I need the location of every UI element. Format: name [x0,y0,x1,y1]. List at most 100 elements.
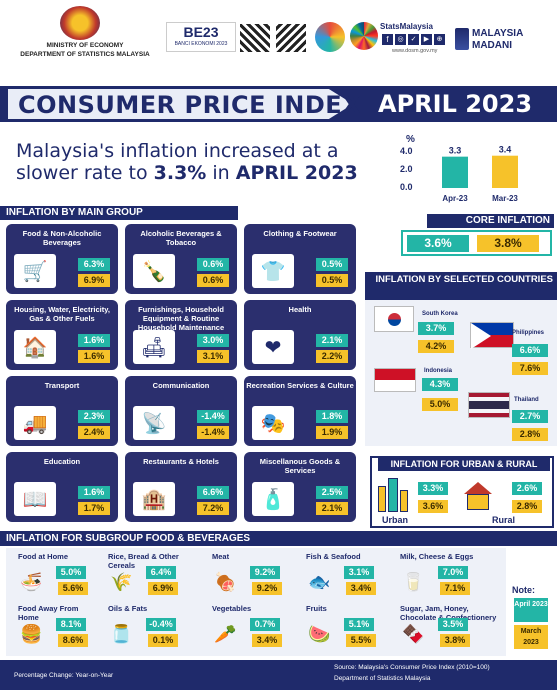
subgroup-icon: 🫙 [110,624,133,644]
banci-logo: BE23 BANCI EKONOMI 2023 [166,22,236,52]
country-name-south-korea: South Korea [422,311,458,317]
group-card-apr: 0.6% [197,258,229,271]
headline-bar-label-0: Apr-23 [442,194,468,203]
subgroup-icon: 🍖 [214,572,237,592]
group-card-apr: 2.5% [316,486,348,499]
subgroup-icon: 🍉 [308,624,331,644]
group-card-icon: ❤ [252,330,294,364]
urban-mar: 3.6% [418,500,448,513]
subgroup-name: Oils & Fats [108,604,148,613]
subgroup-apr: 3.1% [344,566,374,579]
core-mar: 3.8% [477,235,539,252]
headline: Malaysia's inflation increased at a slow… [16,140,386,184]
country-mar-south-korea: 4.2% [418,340,454,353]
social-icons: f ◎ ✓ ▶ ⊕ [382,34,445,45]
urban-rural-heading: INFLATION FOR URBAN & RURAL [378,458,550,471]
countries-heading-text: INFLATION BY SELECTED COUNTRIES [375,274,553,285]
group-card: Restaurants & Hotels 🏨 6.6% 7.2% [125,452,237,522]
country-apr-south-korea: 3.7% [418,322,454,335]
group-card-mar: 7.2% [197,502,229,515]
subgroup-mar: 6.9% [148,582,178,595]
group-card-title: Clothing & Footwear [263,229,337,238]
headline-part2: slower rate to [16,162,154,184]
facebook-icon[interactable]: f [382,34,393,45]
headline-chart: % 4.0 2.0 0.0 3.3 Apr-23 3.4 Mar-23 [392,132,547,204]
group-card-title: Recreation Services & Culture [246,381,354,390]
subgroup-apr: 5.0% [56,566,86,579]
group-card-apr: 1.6% [78,486,110,499]
group-card-title: Housing, Water, Electricity, Gas & Other… [14,305,110,323]
subgroup-icon: 🥛 [402,572,425,592]
headline-month: APRIL 2023 [235,162,358,184]
subgroup-name: Food Away From Home [18,604,79,622]
instagram-icon[interactable]: ◎ [395,34,406,45]
country-name-philippines: Philippines [512,330,545,336]
country-mar-indonesia: 5.0% [422,398,458,411]
subgroup-heading: INFLATION FOR SUBGROUP FOOD & BEVERAGES [6,533,251,544]
chart-tick-2: 0.0 [400,182,413,192]
group-card: Recreation Services & Culture 🎭 1.8% 1.9% [244,376,356,446]
stats-brand: StatsMalaysia [380,22,433,31]
subgroup-mar: 0.1% [148,634,178,647]
countries-heading: INFLATION BY SELECTED COUNTRIES [365,272,557,300]
headline-bar-value-1: 3.4 [499,145,512,155]
ministry-line1: MINISTRY OF ECONOMY [46,42,124,49]
group-card-apr: 0.5% [316,258,348,271]
subgroup-icon: 🍜 [20,572,43,592]
page-title: CONSUMER PRICE INDEX [18,91,362,119]
title-month: APRIL 2023 [378,90,533,118]
madani-line2: MADANI [472,40,512,51]
subgroup-name: Vegetables [212,604,252,613]
group-card: Communication 📡 -1.4% -1.4% [125,376,237,446]
twitter-icon[interactable]: ✓ [408,34,419,45]
group-card-icon: 🧴 [252,482,294,516]
note-mar: March 2023 [514,625,548,649]
subgroup-name: Food at Home [18,552,68,561]
web-icon[interactable]: ⊕ [434,34,445,45]
country-apr-indonesia: 4.3% [422,378,458,391]
rural-mar: 2.8% [512,500,542,513]
subgroup-icon: 🌾 [110,572,133,592]
group-card-apr: 6.3% [78,258,110,271]
subgroup-icon: 🐟 [308,572,331,592]
footer-right1: Source: Malaysia's Consumer Price Index … [334,664,490,671]
coat-of-arms-icon [60,6,100,40]
subgroup-mar: 8.6% [58,634,88,647]
subgroup-mar: 5.5% [346,634,376,647]
group-card-apr: 3.0% [197,334,229,347]
chart-unit: % [406,134,415,145]
flag-south-korea-icon [374,306,414,332]
group-card: Alcoholic Beverages & Tobacco 🍾 0.6% 0.6% [125,224,237,294]
country-name-indonesia: Indonesia [424,368,453,374]
group-card-mar: 6.9% [78,274,110,287]
flag-indonesia-icon [374,368,416,392]
group-card-icon: 👕 [252,254,294,288]
rural-label: Rural [492,515,516,525]
youtube-icon[interactable]: ▶ [421,34,432,45]
website-text[interactable]: www.dosm.gov.my [392,48,438,54]
group-card-icon: 🎭 [252,406,294,440]
sdg-wheel-icon [350,22,378,50]
logo-swirl-icon [315,22,345,52]
country-apr-thailand: 2.7% [512,410,548,423]
group-card-apr: 2.1% [316,334,348,347]
headline-bar-label-1: Mar-23 [492,194,518,203]
subgroup-name: Meat [212,552,230,561]
group-card-apr: 2.3% [78,410,110,423]
main-group-heading: INFLATION BY MAIN GROUP [0,206,238,220]
group-card-title: Alcoholic Beverages & Tobacco [140,229,222,247]
note-apr: April 2023 [514,598,548,622]
group-card-title: Food & Non-Alcoholic Beverages [22,229,102,247]
group-card-mar: 0.5% [316,274,348,287]
subgroup-mar: 3.4% [346,582,376,595]
subgroup-apr: 9.2% [250,566,280,579]
group-card-title: Transport [44,381,80,390]
header-band: MINISTRY OF ECONOMY DEPARTMENT OF STATIS… [0,0,557,70]
subgroup-icon: 🍔 [20,624,43,644]
group-card-apr: 1.6% [78,334,110,347]
headline-bar-1 [492,155,518,188]
flag-thailand-icon [468,392,510,418]
subgroup-name: Rice, Bread & Other Cereals [108,552,179,570]
group-card-icon: 📖 [14,482,56,516]
headline-bars: 3.3 Apr-23 3.4 Mar-23 [442,145,518,203]
